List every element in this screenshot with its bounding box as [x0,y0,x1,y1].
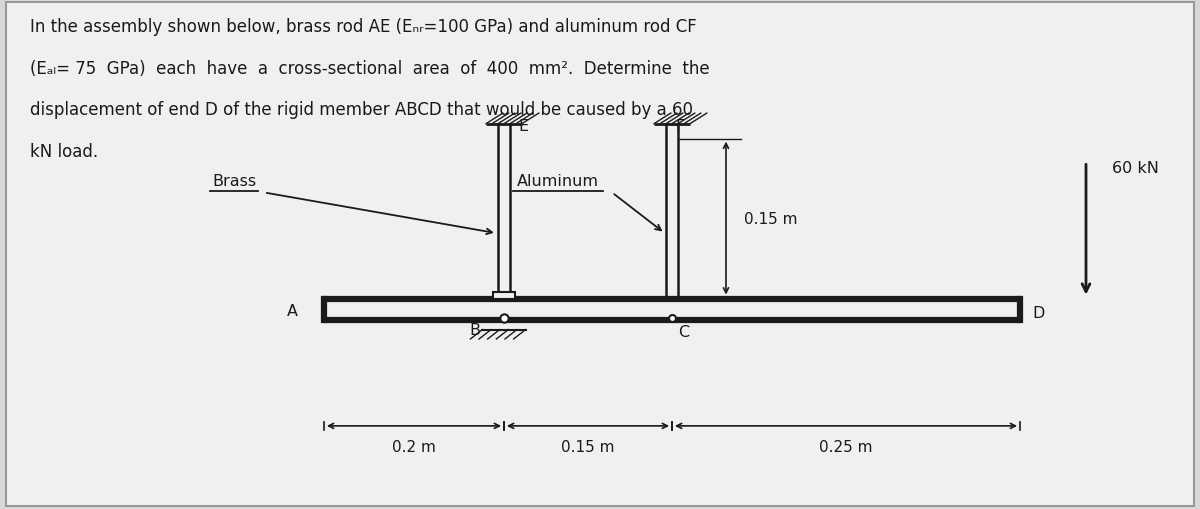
Text: Aluminum: Aluminum [517,174,599,188]
Text: 0.15 m: 0.15 m [562,439,614,454]
Text: A: A [287,304,298,319]
Text: E: E [518,119,528,134]
FancyBboxPatch shape [6,3,1194,506]
Text: In the assembly shown below, brass rod AE (Eₙᵣ=100 GPa) and aluminum rod CF: In the assembly shown below, brass rod A… [30,18,697,36]
Text: 0.25 m: 0.25 m [820,439,872,454]
Text: D: D [1032,305,1044,321]
Text: displacement of end D of the rigid member ABCD that would be caused by a 60: displacement of end D of the rigid membe… [30,101,694,119]
Text: F: F [676,119,685,134]
Text: kN load.: kN load. [30,143,98,161]
Text: 60 kN: 60 kN [1112,160,1159,175]
Text: (Eₐₗ= 75  GPa)  each  have  a  cross-sectional  area  of  400  mm².  Determine  : (Eₐₗ= 75 GPa) each have a cross-sectiona… [30,60,709,77]
Text: 0.2 m: 0.2 m [392,439,436,454]
Text: 0.15 m: 0.15 m [744,211,798,226]
Text: B: B [469,322,480,337]
Text: Brass: Brass [212,174,256,188]
Text: C: C [678,324,689,339]
Bar [493,293,515,299]
